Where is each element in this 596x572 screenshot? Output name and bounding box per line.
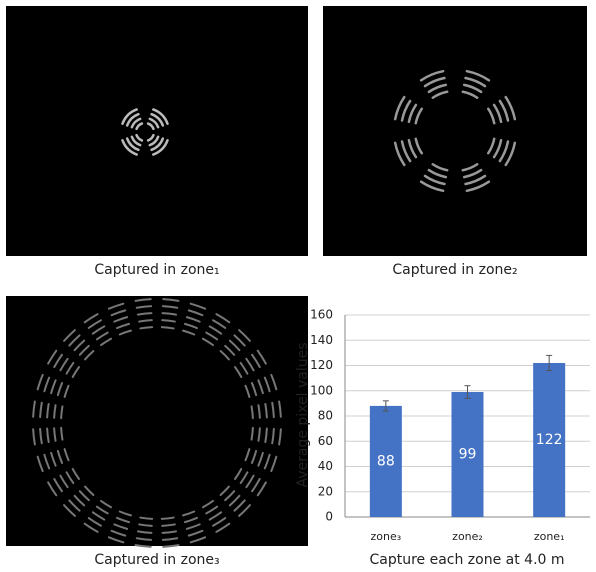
caption: Captured in zone₂ [392,262,517,278]
caption: Captured in zone₃ [94,552,219,568]
image-zone3 [6,296,308,546]
image-zone1 [6,6,308,256]
y-tick-label: 160 [310,308,333,322]
y-tick-label: 60 [318,434,333,448]
x-axis-title: Capture each zone at 4.0 m [369,552,564,568]
bar-chart: 0 20 40 60 80 100 120 140 160 zone₃ 88 zone₂ 99 zone₁… [310,308,590,544]
x-tick-label: zone₂ [452,530,483,543]
caption: Captured in zone₁ [94,262,219,278]
value-label: 99 [459,447,477,463]
value-label: 88 [377,453,395,469]
y-tick-label: 0 [325,510,333,524]
value-label: 122 [536,432,563,448]
y-tick-label: 140 [310,333,333,347]
y-tick-label: 20 [318,484,333,498]
figure: Captured in zone₁ Captured in zone₂ Capt… [0,0,596,572]
y-tick-label: 40 [318,459,333,473]
y-tick-label: 120 [310,358,333,372]
y-axis-title: Average pixel values [295,342,311,487]
image-zone2 [323,6,587,256]
x-tick-label: zone₁ [534,530,565,543]
y-tick-label: 100 [310,383,333,397]
x-tick-label: zone₃ [371,530,402,543]
y-tick-label: 80 [318,409,333,423]
